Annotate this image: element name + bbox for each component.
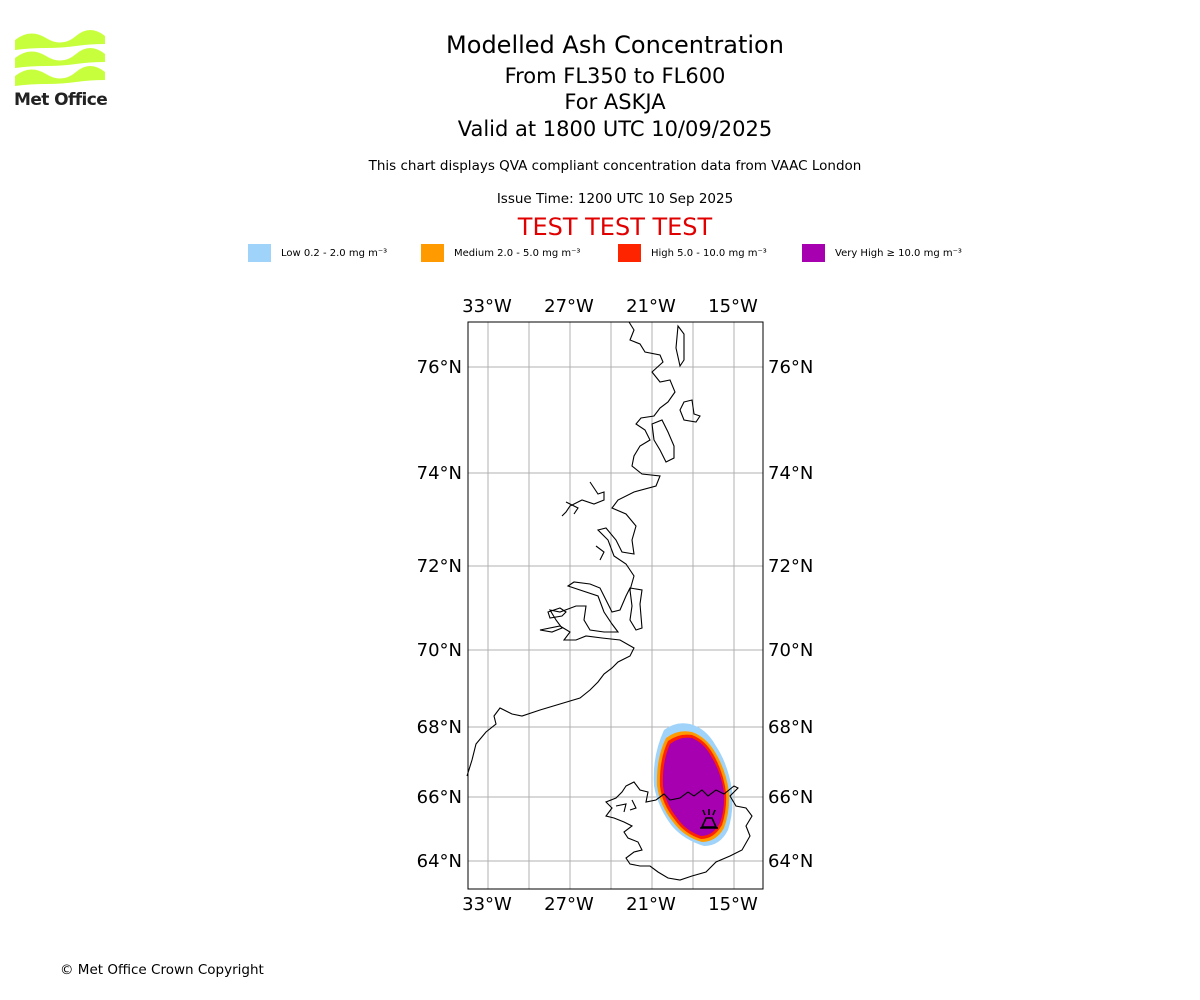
greenland-fjord-c bbox=[651, 419, 675, 463]
legend-swatch-high bbox=[618, 244, 641, 262]
copyright: © Met Office Crown Copyright bbox=[60, 962, 264, 978]
legend-label-low: Low 0.2 - 2.0 mg m⁻³ bbox=[281, 247, 388, 259]
lon-tick-bottom: 27°W bbox=[544, 894, 594, 915]
lat-tick-left: 68°N bbox=[417, 717, 462, 738]
lon-ticks-top: 33°W 27°W 21°W 15°W bbox=[462, 296, 758, 317]
ash-plume bbox=[653, 723, 733, 846]
lat-tick-left: 66°N bbox=[417, 787, 462, 808]
volcano-icon bbox=[700, 809, 718, 829]
greenland-island-b bbox=[679, 399, 701, 423]
logo-text: Met Office bbox=[14, 90, 108, 110]
valid-time: Valid at 1800 UTC 10/09/2025 bbox=[457, 117, 773, 141]
greenland-fjord-e bbox=[565, 501, 579, 515]
greenland-fjord-g bbox=[547, 607, 567, 619]
issue-time: Issue Time: 1200 UTC 10 Sep 2025 bbox=[496, 191, 734, 207]
legend-label-high: High 5.0 - 10.0 mg m⁻³ bbox=[651, 247, 767, 259]
lat-tick-right: 74°N bbox=[768, 463, 813, 484]
legend-swatch-medium bbox=[421, 244, 444, 262]
legend-item-medium: Medium 2.0 - 5.0 mg m⁻³ bbox=[421, 244, 580, 262]
legend-item-high: High 5.0 - 10.0 mg m⁻³ bbox=[618, 244, 767, 262]
legend-label-very-high: Very High ≥ 10.0 mg m⁻³ bbox=[835, 247, 962, 259]
map-frame bbox=[467, 321, 764, 890]
greenland-fjord-a bbox=[675, 324, 685, 368]
lon-tick-top: 33°W bbox=[462, 296, 512, 317]
lat-ticks-right: 76°N 74°N 72°N 70°N 68°N 66°N 64°N bbox=[768, 357, 813, 872]
chart-title: Modelled Ash Concentration bbox=[446, 31, 784, 59]
met-office-logo: Met Office bbox=[14, 30, 108, 112]
volcano-name: For ASKJA bbox=[564, 90, 666, 114]
lon-ticks-bottom: 33°W 27°W 21°W 15°W bbox=[462, 894, 758, 915]
legend-item-low: Low 0.2 - 2.0 mg m⁻³ bbox=[248, 244, 387, 262]
lon-tick-bottom: 15°W bbox=[708, 894, 758, 915]
lat-tick-right: 68°N bbox=[768, 717, 813, 738]
lat-tick-left: 70°N bbox=[417, 640, 462, 661]
legend-swatch-very-high bbox=[802, 244, 825, 262]
test-banner: TEST TEST TEST bbox=[517, 213, 713, 241]
met-office-waves-icon bbox=[15, 30, 105, 86]
lat-tick-left: 76°N bbox=[417, 357, 462, 378]
lat-tick-right: 70°N bbox=[768, 640, 813, 661]
lat-tick-left: 72°N bbox=[417, 556, 462, 577]
lat-tick-left: 64°N bbox=[417, 851, 462, 872]
lat-tick-right: 72°N bbox=[768, 556, 813, 577]
qva-note: This chart displays QVA compliant concen… bbox=[368, 158, 862, 174]
lon-tick-bottom: 21°W bbox=[626, 894, 676, 915]
iceland-westfjords-inlet bbox=[615, 803, 627, 813]
lat-tick-left: 74°N bbox=[417, 463, 462, 484]
lon-tick-top: 15°W bbox=[708, 296, 758, 317]
level-range: From FL350 to FL600 bbox=[504, 64, 726, 88]
legend: Low 0.2 - 2.0 mg m⁻³ Medium 2.0 - 5.0 mg… bbox=[0, 244, 1200, 264]
iceland-inlet-b bbox=[629, 799, 637, 811]
legend-swatch-low bbox=[248, 244, 271, 262]
lon-tick-top: 21°W bbox=[626, 296, 676, 317]
lat-tick-right: 64°N bbox=[768, 851, 813, 872]
legend-label-medium: Medium 2.0 - 5.0 mg m⁻³ bbox=[454, 247, 581, 259]
iceland-coast bbox=[605, 781, 753, 881]
greenland-fjord-f bbox=[595, 545, 605, 561]
legend-item-very-high: Very High ≥ 10.0 mg m⁻³ bbox=[802, 244, 962, 262]
coastlines bbox=[466, 321, 753, 881]
lat-tick-right: 76°N bbox=[768, 357, 813, 378]
greenland-fjord-d bbox=[561, 481, 605, 517]
lat-ticks-left: 76°N 74°N 72°N 70°N 68°N 66°N 64°N bbox=[417, 357, 462, 872]
lon-tick-bottom: 33°W bbox=[462, 894, 512, 915]
greenland-coast bbox=[466, 321, 676, 777]
lat-tick-right: 66°N bbox=[768, 787, 813, 808]
lon-tick-top: 27°W bbox=[544, 296, 594, 317]
